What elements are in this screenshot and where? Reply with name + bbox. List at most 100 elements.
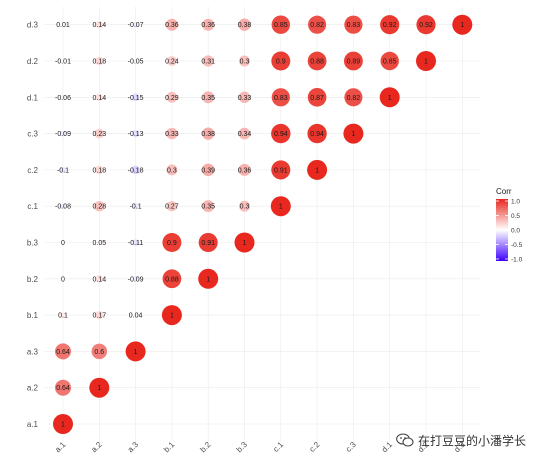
corr-circle-b.1-d.1 <box>166 91 178 103</box>
corr-label-b.3-c.2: 0.36 <box>238 167 252 174</box>
corr-circle-a.1-b.2 <box>61 277 65 281</box>
watermark: 在打豆豆的小潘学长 <box>396 430 526 450</box>
corr-circle-a.2-c.1 <box>94 200 105 212</box>
corr-circle-a.2-b.3 <box>97 240 102 245</box>
corr-label-b.2-c.1: 0.35 <box>201 204 215 211</box>
corr-circle-d.1-d.2 <box>380 51 399 71</box>
corr-label-a.1-a.2: 0.64 <box>56 385 70 392</box>
corr-label-b.1-c.2: 0.3 <box>167 167 177 174</box>
corr-circle-a.3-b.3 <box>132 239 139 246</box>
corr-label-d.2-d.2: 1 <box>424 59 428 66</box>
corr-circle-b.2-b.2 <box>198 268 219 289</box>
corr-label-b.1-b.1: 1 <box>170 313 174 320</box>
corr-label-c.2-d.3: 0.82 <box>310 22 324 29</box>
corr-circle-c.2-d.3 <box>308 15 327 34</box>
corr-label-c.3-c.3: 1 <box>351 131 355 138</box>
corr-label-a.1-b.3: 0 <box>61 240 65 247</box>
corr-circle-c.1-c.2 <box>271 160 291 180</box>
corr-label-c.1-d.3: 0.85 <box>274 22 288 29</box>
corr-circle-b.2-c.2 <box>201 163 215 177</box>
corr-circle-a.2-d.2 <box>95 56 104 66</box>
corr-circle-a.2-c.3 <box>94 128 105 139</box>
legend-colorbar <box>496 199 508 261</box>
corr-label-a.1-a.1: 1 <box>61 422 65 429</box>
corr-label-c.3-d.3: 0.83 <box>347 22 361 29</box>
corr-label-a.1-d.2: -0.01 <box>55 59 71 66</box>
corr-circle-b.3-d.2 <box>239 55 250 67</box>
y-tick-label: c.2 <box>27 166 38 175</box>
corr-circle-a.3-c.1 <box>132 203 139 210</box>
corr-label-a.2-c.3: 0.23 <box>92 131 106 138</box>
x-tick-label: a.1 <box>53 440 68 455</box>
x-tick-label: a.3 <box>126 440 141 455</box>
corr-circle-a.1-c.3 <box>60 130 66 137</box>
corr-label-a.1-b.2: 0 <box>61 276 65 283</box>
corr-circle-d.1-d.3 <box>380 15 400 35</box>
corr-label-c.1-c.1: 1 <box>279 204 283 211</box>
corr-label-b.2-d.1: 0.35 <box>201 95 215 102</box>
corr-circle-b.2-d.3 <box>202 18 215 31</box>
corr-circle-b.3-c.2 <box>238 163 251 176</box>
corr-label-a.2-d.3: 0.14 <box>92 22 106 29</box>
y-axis-ticks: a.1 a.2 a.3 b.1 b.2 b.3 c.1 c.2 c.3 d.1 d.2 d.3 <box>27 21 39 429</box>
corr-label-a.3-d.3: -0.07 <box>128 22 144 29</box>
corr-circle-b.1-d.2 <box>167 56 177 66</box>
corr-label-b.1-c.3: 0.33 <box>165 131 179 138</box>
corr-label-a.1-c.2: -0.1 <box>57 167 69 174</box>
legend-tick-label: -1.0 <box>511 256 523 263</box>
corr-label-b.3-d.2: 0.3 <box>240 59 250 66</box>
corr-label-b.2-d.2: 0.31 <box>201 59 215 66</box>
corr-circle-a.3-d.1 <box>131 93 140 102</box>
corr-circle-a.2-d.1 <box>95 93 104 102</box>
cells: 1 0.64 1 0.64 0.6 1 0.1 0.17 0.04 1 0 0.14 -0.09 0.88… <box>53 14 473 434</box>
corr-circle-a.1-a.3 <box>55 343 71 360</box>
corr-circle-a.3-d.3 <box>132 22 139 28</box>
corr-circle-a.1-c.1 <box>60 203 66 210</box>
corr-label-d.1-d.2: 0.85 <box>383 59 397 66</box>
corr-label-d.3-d.3: 1 <box>460 22 464 29</box>
corr-circle-b.2-d.2 <box>202 55 214 67</box>
corr-label-a.1-b.1: 0.1 <box>58 313 68 320</box>
corr-circle-d.2-d.2 <box>416 51 436 71</box>
corr-label-a.3-a.3: 1 <box>134 349 138 356</box>
corr-circle-c.3-c.3 <box>343 123 364 144</box>
corr-circle-c.2-c.2 <box>307 159 328 180</box>
corr-circle-a.3-c.3 <box>131 129 140 138</box>
corr-circle-d.1-d.1 <box>379 87 400 108</box>
x-tick-label: d.1 <box>380 440 395 455</box>
corr-label-a.1-d.1: -0.06 <box>55 95 71 102</box>
corr-circle-b.3-d.3 <box>238 18 251 31</box>
corr-circle-b.1-b.1 <box>161 305 182 326</box>
corr-circle-a.2-b.1 <box>95 310 104 320</box>
corr-circle-a.1-b.3 <box>61 240 65 245</box>
corr-circle-c.3-d.1 <box>344 88 363 107</box>
corr-circle-b.3-c.1 <box>239 200 250 212</box>
corr-circle-b.1-b.3 <box>162 233 182 252</box>
corr-label-c.3-d.2: 0.89 <box>347 59 361 66</box>
corr-label-b.3-d.3: 0.38 <box>238 22 252 29</box>
corr-label-c.1-d.2: 0.9 <box>276 59 286 66</box>
corr-label-a.1-c.1: -0.08 <box>55 204 71 211</box>
corr-circle-c.2-c.3 <box>307 123 327 144</box>
corr-label-b.1-c.1: 0.27 <box>165 204 179 211</box>
y-tick-label: c.3 <box>27 130 38 139</box>
corr-circle-c.1-d.2 <box>271 51 291 71</box>
corr-circle-b.1-c.2 <box>166 164 178 176</box>
corr-circle-b.1-c.3 <box>166 127 178 140</box>
corr-label-b.3-c.3: 0.34 <box>238 131 252 138</box>
corr-label-a.3-b.2: -0.09 <box>128 276 144 283</box>
watermark-text: 在打豆豆的小潘学长 <box>418 433 527 448</box>
corr-label-a.1-d.3: 0.01 <box>56 22 70 29</box>
corr-circle-a.3-b.2 <box>132 275 139 282</box>
corr-circle-a.2-a.3 <box>91 343 108 360</box>
x-tick-label: c.2 <box>308 440 322 454</box>
corr-label-a.3-d.1: -0.15 <box>128 95 144 102</box>
corr-label-c.2-c.2: 1 <box>315 167 319 174</box>
y-tick-label: b.2 <box>27 275 39 284</box>
corr-label-a.2-d.2: 0.18 <box>92 59 106 66</box>
corr-label-a.3-c.2: -0.18 <box>128 167 144 174</box>
corr-label-a.2-c.1: 0.28 <box>92 204 106 211</box>
corr-label-a.3-b.1: 0.04 <box>129 313 143 320</box>
corr-circle-c.3-d.3 <box>344 15 363 34</box>
corr-circle-c.2-d.2 <box>307 51 327 71</box>
